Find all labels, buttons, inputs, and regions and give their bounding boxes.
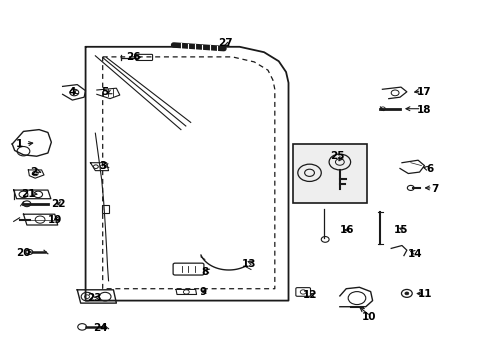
Text: 27: 27 — [218, 38, 233, 48]
Text: 23: 23 — [86, 293, 101, 303]
Text: 1: 1 — [16, 139, 23, 149]
Bar — [102, 205, 109, 213]
Text: 2: 2 — [30, 167, 37, 177]
Text: 12: 12 — [303, 290, 317, 300]
Text: 10: 10 — [361, 312, 376, 322]
Text: 17: 17 — [416, 87, 431, 97]
Text: 22: 22 — [51, 199, 66, 210]
Bar — [293, 144, 366, 203]
Text: 18: 18 — [416, 105, 431, 115]
Text: 3: 3 — [99, 161, 106, 171]
Text: 20: 20 — [16, 248, 31, 258]
Text: 16: 16 — [339, 225, 354, 235]
Text: 5: 5 — [102, 87, 108, 97]
Text: 24: 24 — [93, 323, 107, 333]
Text: 6: 6 — [426, 164, 433, 174]
Circle shape — [404, 292, 408, 295]
Text: 7: 7 — [430, 184, 438, 194]
Text: 11: 11 — [417, 289, 432, 300]
Text: 9: 9 — [199, 287, 206, 297]
Text: 25: 25 — [329, 150, 344, 161]
Text: 15: 15 — [393, 225, 407, 235]
Text: 19: 19 — [47, 215, 62, 225]
Text: 14: 14 — [407, 249, 421, 259]
Text: 8: 8 — [202, 267, 208, 277]
Text: 13: 13 — [242, 258, 256, 269]
Text: 4: 4 — [68, 87, 76, 97]
Text: 21: 21 — [21, 189, 36, 199]
Text: 26: 26 — [125, 52, 140, 62]
